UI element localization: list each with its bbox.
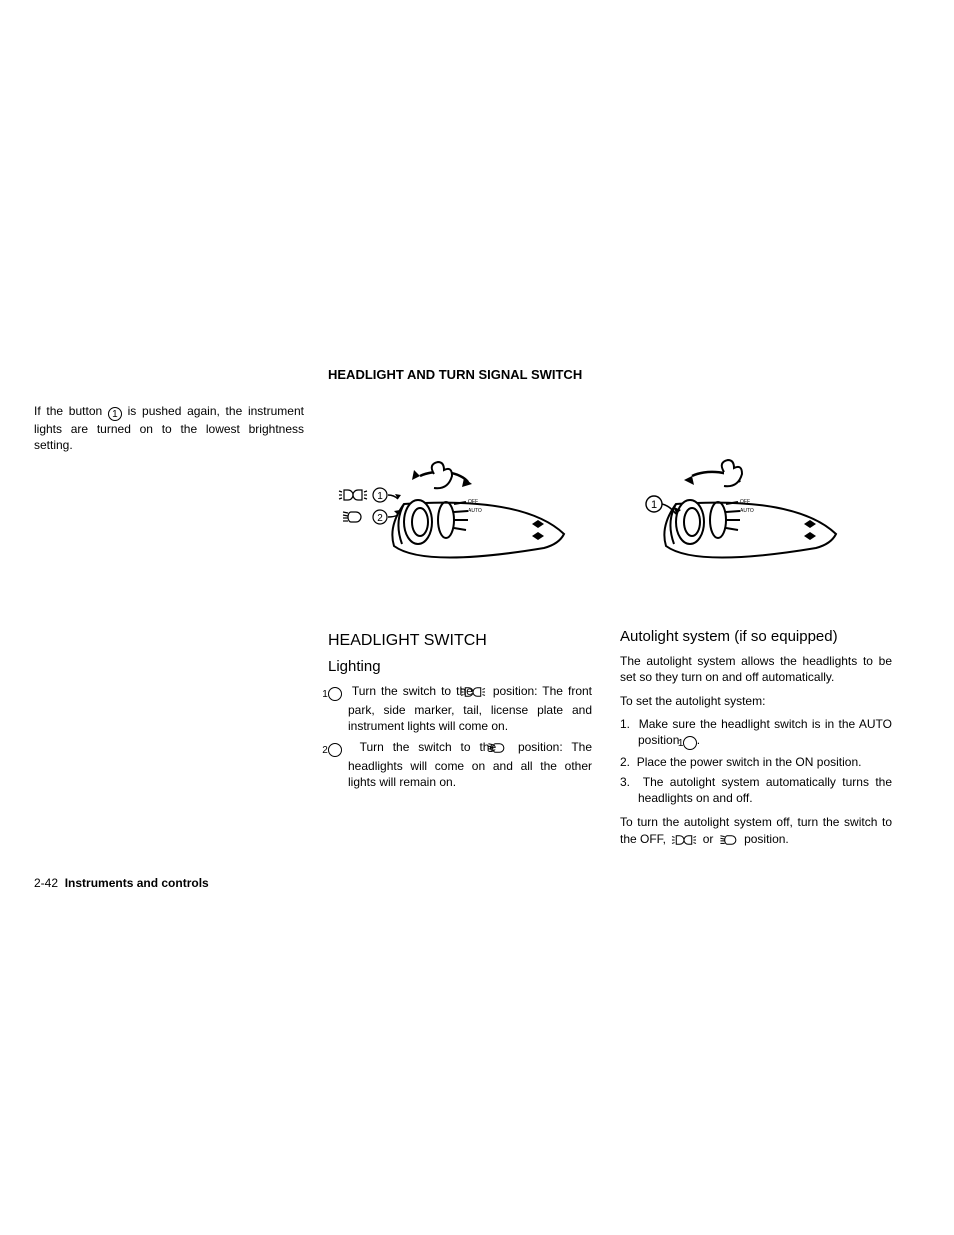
step-2: 2. Place the power switch in the ON posi…: [620, 754, 892, 770]
step-num: 3.: [620, 775, 630, 789]
svg-text:OFF: OFF: [740, 499, 750, 505]
svg-text:AUTO: AUTO: [740, 508, 754, 514]
lighting-list: 1 Turn the switch to the position: The f…: [328, 683, 592, 790]
p3-b: or: [703, 832, 717, 846]
section-label: Instruments and controls: [65, 876, 209, 890]
autolight-steps: 1. Make sure the headlight switch is in …: [620, 716, 892, 807]
circled-icon: 2: [328, 743, 342, 757]
svg-text:OFF: OFF: [468, 499, 478, 505]
svg-text:1: 1: [651, 499, 657, 511]
lighting-heading: Lighting: [328, 658, 592, 675]
step-text-b: .: [697, 733, 700, 747]
autolight-p2: To set the autolight system:: [620, 693, 892, 709]
figure-headlight-switch-1: 1 2 OFF AUTO: [334, 456, 584, 596]
page: If the button 1 is pushed again, the ins…: [0, 0, 954, 1235]
autolight-p1: The autolight system allows the headligh…: [620, 653, 892, 685]
figure-headlight-switch-2: 1 OFF AUTO: [626, 456, 876, 596]
circled-icon: 1: [328, 687, 342, 701]
svg-text:AUTO: AUTO: [468, 508, 482, 514]
headlight-icon: [719, 834, 739, 850]
circled-icon: 1: [683, 736, 697, 750]
headlight-switch-heading: HEADLIGHT SWITCH: [328, 632, 592, 650]
step-text-a: Make sure the headlight switch is in the…: [638, 717, 892, 747]
stalk-diagram-2-icon: 1 OFF AUTO: [626, 456, 876, 596]
item-prefix: Turn the switch to the: [360, 740, 505, 754]
step-num: 1.: [620, 717, 630, 731]
stalk-diagram-1-icon: 1 2 OFF AUTO: [334, 456, 584, 596]
right-column: Autolight system (if so equipped) The au…: [620, 628, 892, 850]
autolight-heading: Autolight system (if so equipped): [620, 628, 892, 645]
parklight-icon: [671, 834, 697, 850]
step-1: 1. Make sure the headlight switch is in …: [620, 716, 892, 750]
step-text: Place the power switch in the ON positio…: [637, 755, 862, 769]
circled-1-icon: 1: [108, 407, 122, 421]
svg-text:2: 2: [377, 513, 383, 524]
step-3: 3. The autolight system automatically tu…: [620, 774, 892, 806]
step-text: The autolight system automatically turns…: [638, 775, 892, 805]
left-paragraph: If the button 1 is pushed again, the ins…: [34, 403, 304, 453]
svg-text:1: 1: [377, 491, 383, 502]
step-num: 2.: [620, 755, 630, 769]
lighting-item-2: 2 Turn the switch to the position: The h…: [328, 739, 592, 791]
page-footer: 2-42 Instruments and controls: [34, 876, 209, 890]
p3-c: position.: [744, 832, 789, 846]
page-number: 2-42: [34, 876, 58, 890]
parklight-icon: [480, 686, 486, 702]
lighting-item-1: 1 Turn the switch to the position: The f…: [328, 683, 592, 735]
autolight-p3: To turn the autolight system off, turn t…: [620, 814, 892, 849]
left-text-1: If the button: [34, 404, 108, 418]
mid-column: HEADLIGHT AND TURN SIGNAL SWITCH: [328, 367, 588, 393]
left-column: If the button 1 is pushed again, the ins…: [34, 403, 304, 453]
mid-body: HEADLIGHT SWITCH Lighting 1 Turn the swi…: [328, 622, 592, 794]
section-title: HEADLIGHT AND TURN SIGNAL SWITCH: [328, 367, 588, 383]
